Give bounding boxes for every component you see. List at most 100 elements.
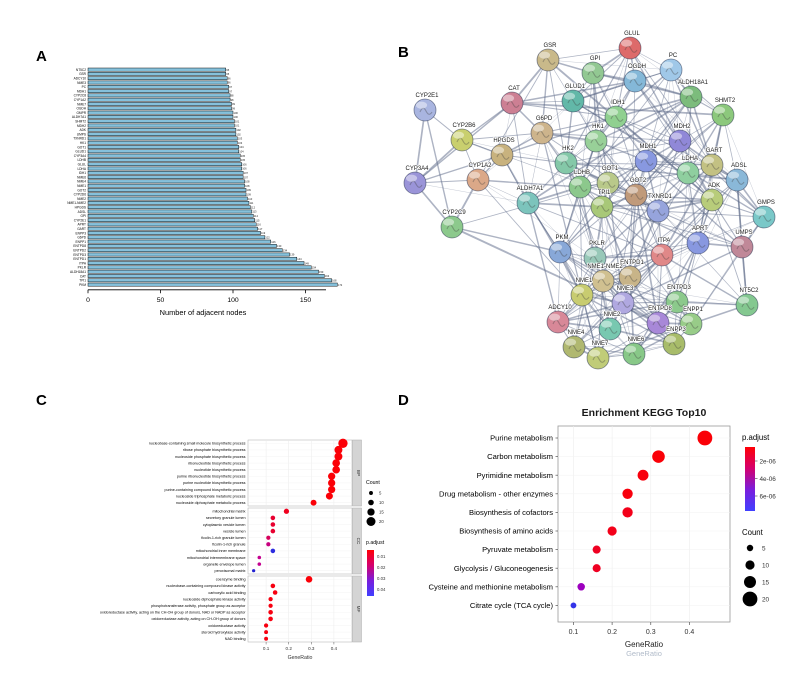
network-node: CYP2C9 [440, 209, 467, 239]
go-term-label: mitochondrial inner membrane [196, 549, 246, 553]
node-ball [659, 58, 683, 82]
node-highlight [624, 345, 637, 353]
node-label: NME3 [617, 286, 634, 292]
network-edge [557, 321, 635, 355]
node-label: CYP2E1 [415, 93, 439, 99]
kegg-dot [607, 526, 617, 536]
bar [87, 282, 338, 287]
panel-b-container: CYP2E1 CYP2B6 CYP3A4 CYP1A2 CYP2C9 GSR CAT GLUL… [390, 15, 795, 390]
node-ball [679, 85, 703, 109]
bar-value-label: 95 [226, 72, 229, 76]
bar [87, 269, 319, 274]
network-edge [676, 172, 689, 303]
network-edge [687, 172, 699, 244]
node-structure-squiggle [602, 180, 616, 188]
bar-gene-label: GLUD1 [75, 150, 86, 154]
node-highlight [648, 202, 661, 210]
facet-strip [352, 439, 362, 507]
node-label: ADCY10 [548, 305, 572, 311]
x-axis-title: GeneRatio [625, 640, 664, 649]
bar-gene-label: NT5C2 [76, 68, 86, 72]
node-ball [584, 129, 608, 153]
network-edge [629, 210, 659, 278]
x-axis-tick-label: 0.3 [646, 629, 656, 636]
node-label: UMPS [735, 230, 752, 236]
pathway-label: Carbon metabolism [487, 452, 553, 461]
bar [87, 226, 258, 231]
node-label: GPI [590, 56, 601, 62]
node-label: GLUL [624, 31, 640, 37]
network-node: ALDH18A1 [677, 79, 709, 109]
network-edge [615, 116, 713, 201]
go-dot [328, 479, 336, 487]
network-edge [629, 276, 635, 355]
node-ball [604, 105, 628, 129]
bar-value-label: 122 [265, 236, 270, 240]
network-edge [602, 199, 713, 282]
bar [87, 239, 271, 244]
network-node: NME1 [570, 277, 594, 307]
network-node: NME6 [622, 336, 646, 366]
legend-padjust-tick-label: 0.01 [377, 554, 386, 559]
node-ball [662, 332, 686, 356]
node-label: TXNRD1 [648, 194, 673, 200]
bar [87, 123, 235, 128]
node-ball [581, 61, 605, 85]
go-dot [268, 616, 273, 622]
network-edge [597, 280, 604, 359]
node-highlight [626, 186, 639, 194]
bar [87, 222, 257, 227]
node-structure-squiggle [536, 130, 550, 138]
panel-c-container: nucleobase-containing small molecule bio… [30, 392, 398, 682]
network-edge [697, 216, 765, 244]
network-node: CYP3A4 [403, 165, 430, 195]
bar-gene-label: PKLR [78, 266, 87, 270]
kegg-dot [592, 564, 601, 573]
node-ball [413, 98, 437, 122]
node-label: CYP1A2 [468, 163, 492, 169]
node-ball [623, 69, 647, 93]
network-edge [657, 210, 743, 248]
bar-gene-label: MDH2 [77, 124, 86, 128]
network-edge [541, 132, 713, 166]
network-node: UMPS [730, 229, 754, 259]
network-edge [634, 80, 681, 142]
pathway-label: Biosynthesis of amino acids [459, 527, 553, 536]
node-ball [624, 183, 648, 207]
node-structure-squiggle [624, 45, 638, 53]
network-edge [559, 182, 609, 253]
legend-padjust-tick-label: 0.03 [377, 576, 386, 581]
bar [87, 205, 251, 210]
bar [87, 110, 234, 115]
node-ball [725, 168, 749, 192]
network-edge [661, 254, 748, 306]
network-edge [629, 194, 637, 278]
panel-d-container: Enrichment KEGG Top10 Purine metabolism Ca… [398, 400, 793, 670]
node-label: NME4 [568, 330, 585, 336]
network-edge [670, 69, 681, 142]
node-label: ENTPD8 [648, 306, 672, 312]
network-node: GPI [581, 55, 605, 85]
go-term-label: cytoplasmic vesicle lumen [203, 523, 246, 527]
node-structure-squiggle [456, 137, 470, 145]
network-node: MDH2 [668, 123, 692, 153]
node-ball [618, 36, 642, 60]
node-label: PC [669, 53, 678, 59]
network-node: G6PD [530, 115, 554, 145]
network-edge [573, 280, 604, 348]
node-structure-squiggle [652, 320, 666, 328]
node-structure-squiggle [706, 162, 720, 170]
go-dot [270, 528, 276, 534]
pathway-label: Purine metabolism [490, 434, 553, 443]
node-ball [554, 151, 578, 175]
node-highlight [754, 208, 767, 216]
bar-value-label: 106 [242, 162, 247, 166]
node-structure-squiggle [674, 138, 688, 146]
bar-value-label: 107 [244, 175, 249, 179]
network-node: PKLR [583, 240, 607, 270]
node-structure-squiggle [590, 138, 604, 146]
node-label: NME7 [592, 341, 609, 347]
node-ball [596, 171, 620, 195]
node-structure-squiggle [668, 341, 682, 349]
node-label: ENTPD1 [620, 260, 644, 266]
